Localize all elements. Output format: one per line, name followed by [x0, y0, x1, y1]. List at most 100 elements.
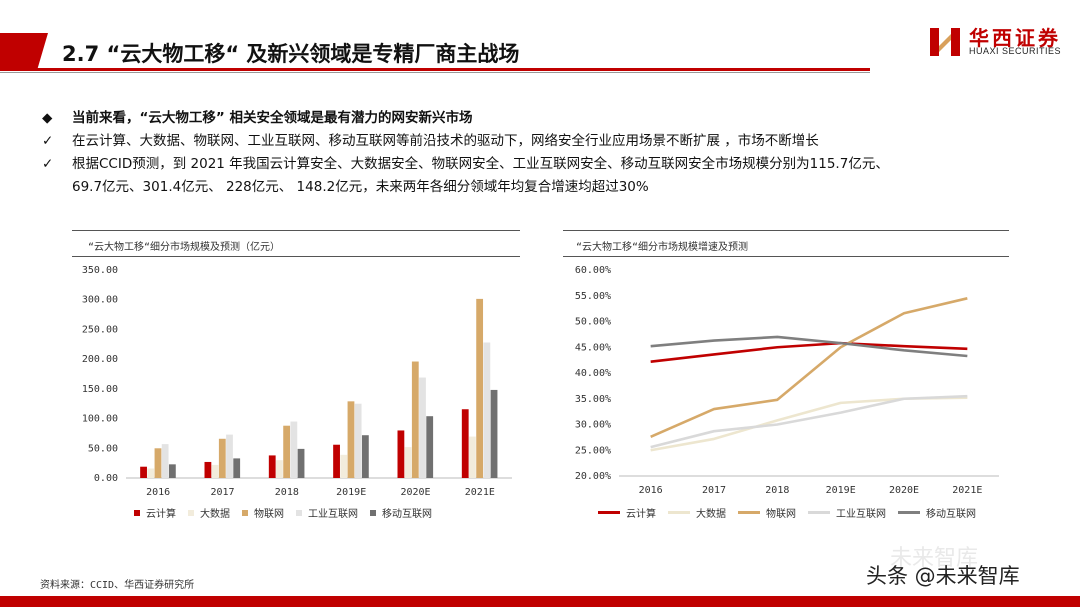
bar — [297, 448, 305, 478]
legend-line-swatch — [668, 511, 690, 514]
checkmark-icon: ✓ — [42, 156, 54, 172]
watermark: 头条 @未来智库 — [866, 564, 1020, 588]
bar — [268, 455, 276, 478]
bar-chart: 0.00 50.00 100.00 150.00 200.00 250.00 300.00 3… — [82, 265, 512, 498]
x-tick-label: 2017 — [210, 487, 234, 498]
legend-item: 云计算 — [134, 505, 176, 520]
chart1-top-rule — [72, 230, 520, 231]
bar — [483, 342, 491, 478]
x-tick-label: 2020E — [400, 487, 430, 498]
y-tick-label: 20.00% — [575, 471, 611, 482]
y-tick-label: 30.00% — [575, 420, 611, 431]
y-tick-label: 55.00% — [575, 291, 611, 302]
legend-label: 移动互联网 — [382, 509, 432, 520]
bar-chart-legend: 云计算 大数据 物联网 工业互联网 移动互联网 — [134, 505, 444, 520]
legend-line-swatch — [898, 511, 920, 514]
y-tick-label: 150.00 — [82, 384, 118, 395]
x-tick-label: 2018 — [765, 485, 789, 496]
checkmark-icon: ✓ — [42, 133, 54, 149]
x-tick-label: 2016 — [146, 487, 170, 498]
legend-line-swatch — [738, 511, 760, 514]
legend-label: 工业互联网 — [836, 509, 886, 520]
y-tick-label: 0.00 — [94, 473, 118, 484]
watermark-faint: 未来智库 — [890, 546, 979, 571]
chart2-title: “云大物工移“细分市场规模增速及预测 — [576, 242, 749, 253]
x-tick-label: 2018 — [275, 487, 299, 498]
bullet-text: 在云计算、大数据、物联网、工业互联网、移动互联网等前沿技术的驱动下，网络安全行业… — [72, 133, 819, 149]
bar — [333, 444, 340, 478]
bar — [161, 444, 169, 478]
chart1-title-rule — [72, 256, 520, 257]
bullet-main: ◆ 当前来看，“云大物工移” 相关安全领域是最有潜力的网安新兴市场 — [42, 106, 472, 126]
chart1-title: “云大物工移“细分市场规模及预测（亿元） — [88, 242, 281, 253]
bottom-accent-bar — [0, 596, 1080, 607]
y-tick-label: 200.00 — [82, 354, 118, 365]
bar — [168, 464, 176, 478]
x-tick-label: 2017 — [702, 485, 726, 496]
legend-label: 云计算 — [626, 509, 656, 520]
legend-item: 物联网 — [242, 505, 284, 520]
line-chart-legend: 云计算 大数据 物联网 工业互联网 移动互联网 — [598, 505, 988, 520]
legend-swatch — [296, 509, 302, 516]
y-tick-label: 40.00% — [575, 368, 611, 379]
bar — [469, 436, 476, 478]
legend-label: 物联网 — [766, 509, 796, 520]
y-tick-label: 250.00 — [82, 324, 118, 335]
legend-item: 云计算 — [598, 505, 656, 520]
legend-line-swatch — [598, 511, 620, 514]
logo-company-name: 华西证券 — [969, 26, 1061, 50]
legend-swatch — [188, 509, 194, 516]
legend-swatch — [370, 509, 376, 516]
logo-company-english: HUAXI SECURITIES — [969, 46, 1062, 56]
bar — [461, 409, 469, 478]
bar — [276, 460, 283, 478]
bar — [411, 361, 419, 478]
legend-label: 移动互联网 — [926, 509, 976, 520]
legend-swatch — [134, 509, 140, 516]
chart2-top-rule — [563, 230, 1009, 231]
line-chart: 20.00% 25.00% 30.00% 35.00% 40.00% 45.00% 50.0… — [575, 265, 999, 496]
chart2-title-rule — [563, 256, 1009, 257]
legend-label: 大数据 — [696, 509, 726, 520]
bullet-text: 根据CCID预测，到 2021 年我国云计算安全、大数据安全、物联网安全、工业互… — [72, 156, 889, 172]
page-title: 2.7 “云大物工移“ 及新兴领域是专精厂商主战场 — [62, 42, 520, 66]
legend-label: 物联网 — [254, 509, 284, 520]
bar — [361, 435, 369, 478]
bar — [426, 416, 434, 478]
legend-item: 工业互联网 — [296, 505, 358, 520]
series-line — [650, 335, 968, 358]
bullet-continuation: 69.7亿元、301.4亿元、 228亿元、 148.2亿元，未来两年各细分领域… — [42, 175, 649, 195]
bar — [347, 401, 355, 478]
x-tick-label: 2019E — [826, 485, 856, 496]
legend-item: 移动互联网 — [370, 505, 432, 520]
y-tick-label: 60.00% — [575, 265, 611, 276]
y-tick-label: 45.00% — [575, 342, 611, 353]
bar — [290, 421, 298, 478]
bar — [211, 464, 219, 478]
bullet-text: 69.7亿元、301.4亿元、 228亿元、 148.2亿元，未来两年各细分领域… — [72, 179, 649, 195]
title-underline-thin — [0, 72, 870, 73]
bar — [397, 430, 405, 478]
x-tick-label: 2020E — [889, 485, 919, 496]
legend-label: 大数据 — [200, 509, 230, 520]
bar — [226, 434, 233, 478]
legend-item: 工业互联网 — [808, 505, 886, 520]
diamond-bullet-icon: ◆ — [42, 110, 53, 126]
legend-item: 物联网 — [738, 505, 796, 520]
series-line — [650, 341, 968, 363]
bar — [404, 447, 412, 478]
legend-item: 移动互联网 — [898, 505, 976, 520]
source-note: 资料来源：CCID、华西证券研究所 — [40, 580, 195, 591]
bar — [283, 425, 291, 478]
y-tick-label: 350.00 — [82, 265, 118, 276]
bar — [419, 377, 426, 478]
bar — [354, 403, 362, 478]
series-line — [650, 297, 968, 439]
huaxi-logo-icon — [930, 28, 960, 56]
bar — [204, 461, 212, 478]
x-tick-label: 2021E — [465, 487, 495, 498]
bar — [233, 458, 241, 478]
x-tick-label: 2019E — [336, 487, 366, 498]
bullet-check-1: ✓ 在云计算、大数据、物联网、工业互联网、移动互联网等前沿技术的驱动下，网络安全行… — [42, 129, 819, 149]
x-tick-label: 2021E — [952, 485, 982, 496]
